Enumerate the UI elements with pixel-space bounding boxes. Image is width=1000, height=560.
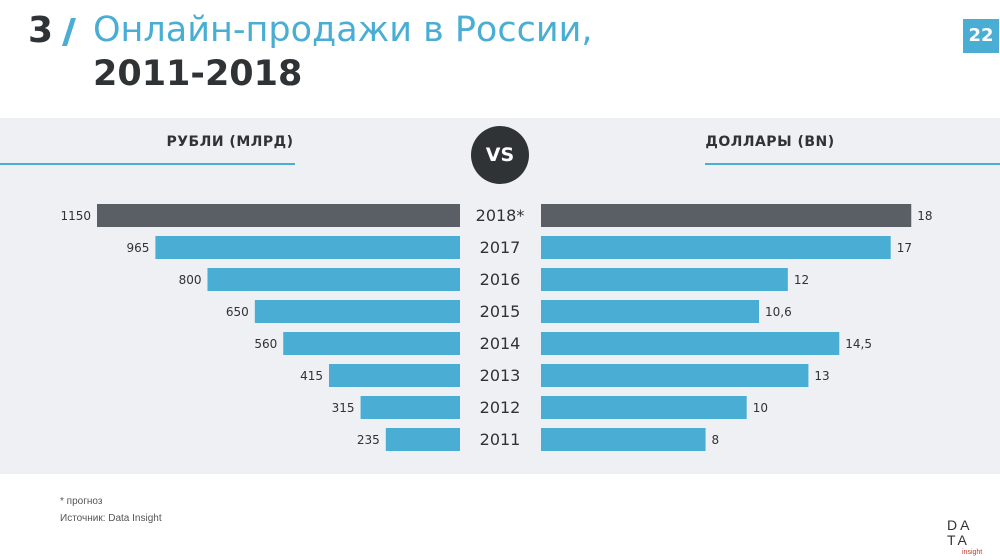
left-value-label: 965: [126, 241, 149, 255]
right-value-label: 13: [814, 369, 829, 383]
left-header-rule: [0, 163, 295, 165]
left-value-label: 560: [254, 337, 277, 351]
right-value-label: 8: [712, 433, 720, 447]
right-bar: [541, 300, 760, 323]
right-bar: [541, 332, 840, 355]
svg-text:DA: DA: [947, 517, 972, 533]
left-value-label: 415: [300, 369, 323, 383]
year-label: 2012: [480, 398, 521, 417]
right-value-label: 10: [753, 401, 768, 415]
right-header-rule: [705, 163, 1000, 165]
right-value-label: 10,6: [765, 305, 792, 319]
right-bar: [541, 236, 891, 259]
left-bar: [207, 268, 460, 291]
left-bar: [155, 236, 461, 259]
right-series-header: ДОЛЛАРЫ (BN): [705, 134, 835, 150]
left-bar: [329, 364, 460, 387]
year-label: 2017: [480, 238, 521, 257]
slash-icon: [62, 18, 76, 46]
left-value-label: 235: [357, 433, 380, 447]
section-number: 3: [28, 10, 54, 51]
right-bar: [541, 268, 788, 291]
page-number-badge: 22: [963, 19, 999, 53]
source-note: Источник: Data Insight: [60, 513, 162, 524]
right-value-label: 14,5: [845, 337, 872, 351]
year-label: 2016: [480, 270, 521, 289]
right-bar: [541, 364, 809, 387]
year-label: 2018*: [476, 206, 525, 225]
left-bar: [360, 396, 460, 419]
left-value-label: 315: [332, 401, 355, 415]
right-bar: [541, 428, 706, 451]
year-label: 2011: [480, 430, 521, 449]
left-series-header: РУБЛИ (МЛРД): [166, 134, 294, 150]
right-value-label: 18: [917, 209, 932, 223]
footnote: * прогноз: [60, 496, 103, 507]
svg-text:TA: TA: [947, 532, 970, 548]
right-value-label: 17: [897, 241, 912, 255]
year-label: 2015: [480, 302, 521, 321]
year-label: 2014: [480, 334, 521, 353]
page-title: Онлайн-продажи в России,: [93, 10, 593, 50]
left-bar: [97, 204, 460, 227]
page-subtitle: 2011-2018: [93, 54, 303, 94]
right-bar: [541, 396, 747, 419]
svg-text:insight: insight: [962, 549, 982, 556]
left-bar: [254, 300, 460, 323]
year-label: 2013: [480, 366, 521, 385]
left-value-label: 650: [226, 305, 249, 319]
vs-badge: VS: [471, 126, 529, 184]
left-bar: [283, 332, 460, 355]
right-bar: [541, 204, 912, 227]
data-insight-logo: DA TA insight: [947, 517, 982, 556]
left-value-label: 1150: [60, 209, 91, 223]
left-bar: [385, 428, 460, 451]
right-value-label: 12: [794, 273, 809, 287]
left-value-label: 800: [179, 273, 202, 287]
